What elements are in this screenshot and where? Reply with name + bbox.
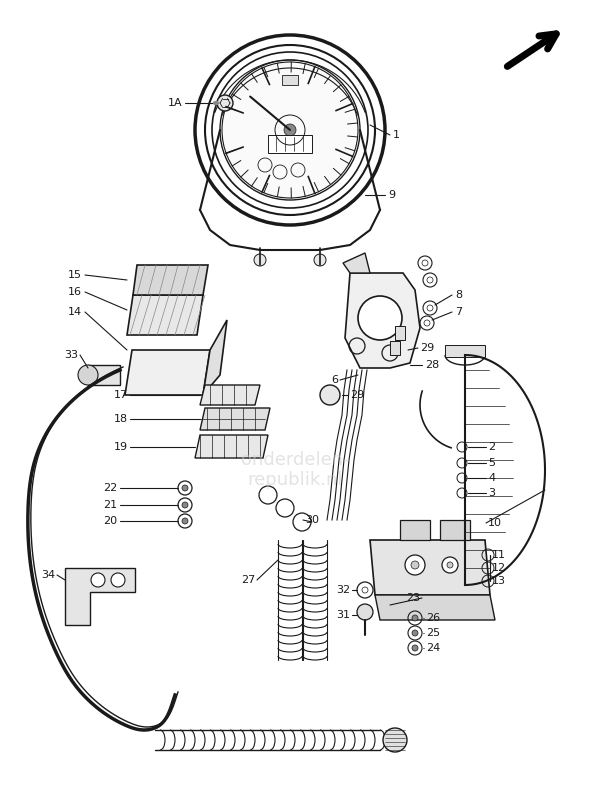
- Text: 18: 18: [114, 414, 128, 424]
- Polygon shape: [345, 273, 420, 368]
- Circle shape: [383, 728, 407, 752]
- Circle shape: [412, 615, 418, 621]
- Text: 10: 10: [488, 518, 502, 528]
- Text: 5: 5: [488, 458, 495, 468]
- Text: 8: 8: [455, 290, 462, 300]
- Text: 32: 32: [336, 585, 350, 595]
- Circle shape: [217, 95, 233, 111]
- Text: 34: 34: [41, 570, 55, 580]
- Bar: [88, 365, 120, 385]
- Text: 14: 14: [68, 307, 82, 317]
- Polygon shape: [200, 408, 270, 430]
- Text: 20: 20: [103, 516, 117, 526]
- Polygon shape: [203, 320, 227, 395]
- Polygon shape: [400, 520, 430, 540]
- Circle shape: [405, 555, 425, 575]
- Text: 6: 6: [331, 375, 338, 385]
- Text: 29: 29: [420, 343, 434, 353]
- Circle shape: [254, 254, 266, 266]
- Text: 19: 19: [114, 442, 128, 452]
- Text: 16: 16: [68, 287, 82, 297]
- Text: 13: 13: [492, 576, 506, 586]
- Text: 21: 21: [103, 500, 117, 510]
- Text: 33: 33: [64, 350, 78, 360]
- Text: 25: 25: [426, 628, 440, 638]
- Text: 3: 3: [488, 488, 495, 498]
- Text: 4: 4: [488, 473, 495, 483]
- Text: 12: 12: [492, 563, 506, 573]
- Polygon shape: [195, 435, 268, 458]
- Text: 2: 2: [488, 442, 495, 452]
- Text: 26: 26: [426, 613, 440, 623]
- Circle shape: [222, 62, 358, 198]
- Text: 23: 23: [406, 593, 420, 603]
- Text: 17: 17: [114, 390, 128, 400]
- Text: 11: 11: [492, 550, 506, 560]
- Circle shape: [412, 630, 418, 636]
- Circle shape: [320, 385, 340, 405]
- Circle shape: [111, 573, 125, 587]
- Circle shape: [442, 557, 458, 573]
- Circle shape: [91, 573, 105, 587]
- Circle shape: [412, 645, 418, 651]
- Text: onderdelen-
republik.nl: onderdelen- republik.nl: [241, 450, 349, 490]
- Bar: [445, 345, 485, 357]
- Circle shape: [182, 485, 188, 491]
- Polygon shape: [127, 295, 203, 335]
- Bar: [268, 135, 312, 153]
- Circle shape: [222, 62, 358, 198]
- Text: 9: 9: [388, 190, 395, 200]
- Bar: [395, 326, 405, 340]
- Text: 31: 31: [336, 610, 350, 620]
- Text: 27: 27: [241, 575, 255, 585]
- Text: 1A: 1A: [167, 98, 182, 108]
- Circle shape: [358, 296, 402, 340]
- Circle shape: [78, 365, 98, 385]
- Polygon shape: [65, 568, 135, 625]
- Text: 15: 15: [68, 270, 82, 280]
- Bar: [282, 75, 298, 85]
- Text: 1: 1: [393, 130, 400, 140]
- Circle shape: [182, 518, 188, 524]
- Circle shape: [447, 562, 453, 568]
- Polygon shape: [343, 253, 370, 273]
- Polygon shape: [375, 595, 495, 620]
- Text: 22: 22: [103, 483, 117, 493]
- Circle shape: [284, 124, 296, 136]
- Text: 28: 28: [425, 360, 439, 370]
- Text: 29: 29: [350, 390, 364, 400]
- Circle shape: [357, 604, 373, 620]
- Circle shape: [314, 254, 326, 266]
- Polygon shape: [125, 350, 210, 395]
- Polygon shape: [200, 385, 260, 405]
- Polygon shape: [133, 265, 208, 295]
- Polygon shape: [440, 520, 470, 540]
- Circle shape: [182, 502, 188, 508]
- Polygon shape: [370, 540, 490, 595]
- Text: 7: 7: [455, 307, 462, 317]
- Bar: [390, 341, 400, 355]
- Text: 30: 30: [305, 515, 319, 525]
- Text: 24: 24: [426, 643, 440, 653]
- Circle shape: [411, 561, 419, 569]
